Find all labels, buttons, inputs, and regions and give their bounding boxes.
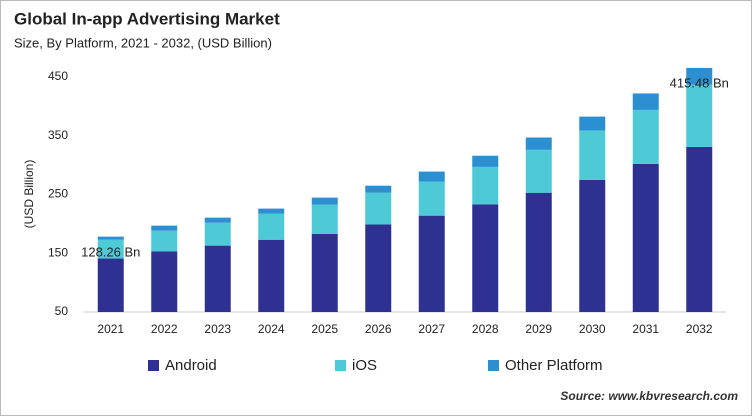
y-tick-label: 50 [55,304,69,318]
bar-segment [525,149,552,193]
x-tick-label: 2025 [311,322,338,336]
x-tick-label: 2021 [97,322,124,336]
bar-segment [365,185,392,193]
bar-segment [311,233,338,312]
bar-segment [151,251,178,312]
bar-segment [97,258,124,312]
x-tick-label: 2030 [579,322,606,336]
chart-subtitle: Size, By Platform, 2021 - 2032, (USD Bil… [14,35,272,50]
bar-segment [365,192,392,225]
x-tick-label: 2023 [204,322,231,336]
x-tick-label: 2022 [151,322,178,336]
bar-segment [204,217,231,223]
legend-label: iOS [352,357,377,374]
legend-label: Other Platform [505,357,603,374]
bar-segment [632,109,659,164]
bar-segment [418,171,445,182]
bar-segment [311,197,338,205]
bar-segment [97,236,124,240]
bar-segment [151,230,178,252]
annotation: 415.48 Bn [670,76,729,91]
bar-segment [686,84,713,147]
bar-segment [311,204,338,234]
chart-title: Global In-app Advertising Market [14,9,280,28]
bar-segment [258,239,285,312]
y-tick-label: 450 [48,69,68,83]
y-tick-label: 350 [48,128,68,142]
legend-swatch [335,360,346,371]
x-tick-label: 2026 [365,322,392,336]
bar-segment [204,222,231,246]
y-axis-label: (USD Billion) [22,160,36,229]
source: Source: www.kbvresearch.com [560,389,738,403]
bar-segment [472,204,499,312]
bar-segment [632,93,659,110]
bar-segment [258,208,285,214]
bar-segment [686,67,713,85]
legend-swatch [148,360,159,371]
legend-label: Android [165,357,217,374]
bar-segment [632,163,659,312]
x-tick-label: 2029 [525,322,552,336]
bar-segment [686,146,713,312]
x-tick-label: 2031 [632,322,659,336]
bar-segment [418,181,445,216]
bar-segment [151,225,178,231]
legend-swatch [488,360,499,371]
y-tick-label: 250 [48,187,68,201]
x-tick-label: 2028 [472,322,499,336]
bar-segment [258,213,285,240]
y-tick-label: 150 [48,245,68,259]
bar-segment [525,137,552,150]
x-tick-label: 2032 [686,322,713,336]
annotation: 128.26 Bn [81,244,140,259]
x-tick-label: 2024 [258,322,285,336]
bar-segment [365,224,392,312]
bar-segment [472,166,499,205]
bar-segment [97,239,124,259]
x-tick-label: 2027 [418,322,445,336]
bar-segment [579,116,606,131]
bar-segment [418,215,445,312]
bar-segment [579,130,606,180]
bar-segment [204,245,231,312]
bar-segment [472,155,499,167]
bar-segment [579,179,606,312]
bar-segment [525,192,552,312]
